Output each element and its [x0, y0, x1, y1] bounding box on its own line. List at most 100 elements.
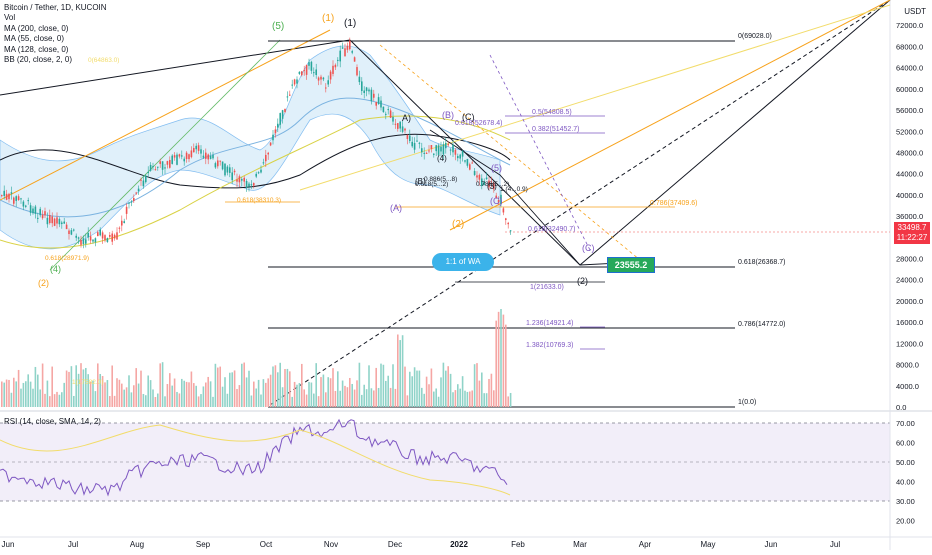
- volume-bar: [152, 389, 154, 407]
- candle-body: [161, 161, 164, 170]
- candle-body: [368, 89, 370, 92]
- candle-body: [190, 150, 193, 158]
- candle-body: [457, 156, 459, 159]
- candle-body: [274, 129, 277, 134]
- candle-body: [58, 218, 61, 225]
- candle-body: [183, 158, 185, 162]
- volume-bar: [425, 376, 428, 407]
- symbol-title[interactable]: Bitcoin / Tether, 1D, KUCOIN: [4, 3, 107, 12]
- candle-body: [104, 235, 106, 241]
- volume-bar: [397, 334, 399, 407]
- candle-body: [356, 67, 358, 76]
- time-tick-label: May: [700, 540, 715, 549]
- wave-label: (C): [582, 243, 595, 253]
- price-tick-label: 40000.0: [896, 191, 923, 200]
- candle-body: [413, 142, 416, 150]
- candle-body: [34, 206, 37, 214]
- candle-body: [241, 178, 243, 181]
- price-tick-label: 60000.0: [896, 85, 923, 94]
- legend-vol[interactable]: Vol: [4, 13, 16, 23]
- time-tick-label: Sep: [196, 540, 211, 549]
- volume-bar: [497, 311, 500, 407]
- candle-body: [428, 150, 430, 152]
- candle-body: [221, 161, 224, 170]
- volume-bar: [286, 368, 289, 407]
- candle-body: [185, 152, 188, 160]
- rsi-tick-label: 60.00: [896, 439, 915, 448]
- candle-body: [29, 205, 32, 213]
- candle-body: [277, 123, 279, 128]
- time-axis[interactable]: Jun Jul Aug Sep Oct Nov Dec 2022 Feb Mar Apr May Jun…: [2, 540, 841, 549]
- candle-body: [433, 153, 435, 155]
- volume-bar: [341, 380, 344, 407]
- candle-body: [265, 154, 267, 162]
- volume-bar: [39, 389, 41, 407]
- candle-body: [469, 164, 471, 170]
- legend-bb[interactable]: BB (20, close, 2, 0): [4, 55, 73, 65]
- fib-labels-group: 0(69028.0) 0.618(26368.7) 0.786(14772.0) 1(…: [45, 33, 785, 406]
- candle-body: [145, 175, 147, 183]
- candle-body: [279, 113, 281, 125]
- fib-right-label: 0(69028.0): [738, 33, 772, 40]
- volume-bar: [488, 378, 490, 407]
- time-tick-label: Jul: [68, 540, 78, 549]
- candle-body: [478, 174, 481, 180]
- volume-bar: [145, 395, 147, 407]
- candle-body: [171, 155, 173, 164]
- fib-left-label: 0(64863.0): [88, 57, 119, 64]
- candle-body: [418, 142, 421, 144]
- rsi-axis[interactable]: 70.00 60.00 50.00 40.00 30.00 20.00: [896, 419, 915, 526]
- volume-bar: [92, 380, 94, 407]
- yellow-projection-line: [299, 4, 891, 191]
- bollinger-band-fill: [0, 45, 501, 250]
- volume-bar: [185, 381, 188, 407]
- candle-body: [149, 164, 152, 171]
- candle-body: [320, 76, 322, 80]
- candle-body: [382, 106, 385, 113]
- wa-callout[interactable]: 1:1 of WA: [432, 253, 494, 271]
- candle-body: [5, 193, 8, 200]
- candle-body: [497, 199, 500, 203]
- candle-body: [440, 146, 442, 152]
- candle-body: [231, 172, 233, 181]
- candle-body: [205, 152, 207, 159]
- fib-mid-label: 0.618(32490.7): [528, 226, 575, 233]
- indicator-legend[interactable]: Bitcoin / Tether, 1D, KUCOIN Vol MA (200…: [4, 3, 107, 65]
- volume-bar: [322, 374, 325, 407]
- candle-body: [373, 93, 375, 98]
- volume-bar: [58, 394, 61, 407]
- rsi-legend[interactable]: RSI (14, close, SMA, 14, 2): [4, 417, 101, 426]
- candle-body: [173, 155, 176, 158]
- volume-bar: [289, 371, 291, 407]
- time-tick-label: Apr: [639, 540, 652, 549]
- legend-ma200[interactable]: MA (200, close, 0): [4, 23, 69, 33]
- candle-body: [341, 47, 344, 49]
- volume-bar: [329, 378, 332, 407]
- volume-bar: [133, 385, 135, 407]
- candle-body: [286, 96, 289, 98]
- volume-bar: [457, 384, 459, 407]
- candle-body: [63, 221, 65, 224]
- candle-body: [13, 197, 15, 204]
- volume-bar: [337, 371, 339, 407]
- candle-body: [327, 80, 329, 85]
- candle-body: [135, 192, 137, 194]
- candle-body: [483, 181, 485, 185]
- target-price-box[interactable]: 23555.2: [607, 257, 655, 273]
- legend-ma55[interactable]: MA (55, close, 0): [4, 34, 65, 44]
- currency-label[interactable]: USDT: [904, 7, 926, 16]
- volume-bar: [41, 363, 44, 407]
- wave-label: (B): [442, 110, 454, 120]
- candle-body: [214, 163, 217, 168]
- time-tick-label: Oct: [260, 540, 273, 549]
- volume-bar: [291, 396, 293, 407]
- candle-body: [430, 145, 433, 150]
- legend-ma128[interactable]: MA (128, close, 0): [4, 44, 69, 54]
- price-axis[interactable]: 72000.0 68000.0 64000.0 60000.0 56000.0 52000…: [896, 21, 923, 412]
- volume-bar: [452, 392, 454, 407]
- price-tick-label: 8000.0: [896, 361, 919, 370]
- volume-bar: [121, 383, 123, 407]
- volume-bar: [197, 396, 200, 407]
